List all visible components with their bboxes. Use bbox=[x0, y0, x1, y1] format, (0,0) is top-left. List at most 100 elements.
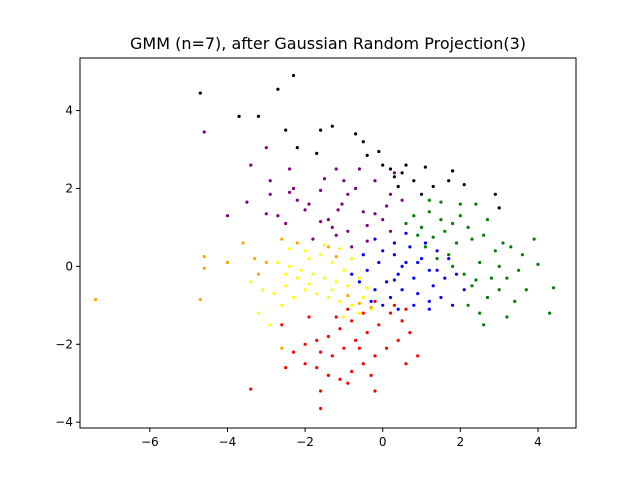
scatter-point bbox=[276, 87, 280, 91]
scatter-point bbox=[319, 253, 323, 257]
scatter-point bbox=[198, 297, 202, 302]
scatter-point bbox=[291, 186, 296, 191]
scatter-point bbox=[396, 307, 400, 311]
scatter-point bbox=[202, 255, 206, 259]
scatter-point bbox=[326, 245, 330, 249]
scatter-point bbox=[388, 229, 393, 233]
scatter-point bbox=[462, 272, 466, 276]
scatter-point bbox=[342, 179, 346, 183]
scatter-point bbox=[295, 241, 299, 245]
scatter-point bbox=[350, 369, 354, 374]
scatter-point bbox=[443, 276, 447, 280]
scatter-point bbox=[369, 373, 373, 377]
scatter-point bbox=[551, 286, 556, 290]
scatter-point bbox=[303, 208, 307, 212]
chart-title: GMM (n=7), after Gaussian Random Project… bbox=[130, 34, 526, 53]
scatter-point bbox=[404, 231, 408, 235]
scatter-point bbox=[202, 266, 206, 270]
scatter-point bbox=[357, 311, 361, 315]
scatter-point bbox=[330, 124, 334, 128]
scatter-point bbox=[369, 305, 373, 309]
scatter-point bbox=[322, 276, 327, 280]
scatter-point bbox=[272, 292, 276, 296]
scatter-point bbox=[280, 323, 284, 327]
scatter-point bbox=[416, 260, 420, 265]
scatter-point bbox=[447, 179, 451, 183]
scatter-point bbox=[485, 218, 490, 222]
scatter-point bbox=[404, 307, 408, 311]
scatter-point bbox=[392, 171, 396, 175]
scatter-point bbox=[517, 268, 521, 272]
scatter-point bbox=[319, 350, 323, 354]
scatter-point bbox=[284, 128, 288, 132]
scatter-point bbox=[385, 280, 389, 284]
scatter-point bbox=[365, 153, 369, 157]
scatter-point bbox=[361, 311, 365, 315]
scatter-point bbox=[427, 299, 431, 303]
scatter-point bbox=[288, 264, 292, 268]
scatter-point bbox=[400, 198, 404, 202]
x-tick-label: −2 bbox=[296, 435, 314, 449]
scatter-point bbox=[346, 307, 350, 311]
scatter-point bbox=[385, 204, 389, 208]
scatter-point bbox=[373, 179, 377, 183]
scatter-point bbox=[416, 233, 420, 237]
scatter-point bbox=[291, 295, 296, 300]
scatter-point bbox=[404, 260, 408, 265]
scatter-point bbox=[319, 220, 323, 224]
scatter-point bbox=[396, 184, 400, 189]
scatter-point bbox=[419, 192, 424, 196]
scatter-point bbox=[241, 241, 245, 245]
scatter-point bbox=[346, 294, 350, 298]
scatter-point bbox=[454, 241, 459, 245]
scatter-point bbox=[322, 243, 327, 247]
scatter-point bbox=[346, 192, 350, 196]
scatter-point bbox=[361, 295, 365, 300]
scatter-point bbox=[466, 303, 470, 307]
scatter-point bbox=[225, 260, 230, 265]
scatter-point bbox=[280, 346, 284, 350]
scatter-point bbox=[381, 249, 385, 253]
scatter-point bbox=[361, 140, 365, 144]
scatter-point bbox=[408, 331, 412, 335]
scatter-point bbox=[536, 262, 540, 266]
scatter-point bbox=[311, 272, 315, 276]
scatter-point bbox=[342, 268, 346, 272]
scatter-point bbox=[288, 190, 292, 194]
scatter-point bbox=[373, 237, 377, 241]
x-axis: −6 −4 −2 0 2 4 bbox=[141, 428, 542, 449]
scatter-point bbox=[330, 225, 334, 229]
scatter-point bbox=[284, 284, 288, 288]
scatter-point bbox=[505, 276, 509, 280]
scatter-point bbox=[373, 299, 377, 303]
scatter-point bbox=[330, 354, 334, 358]
scatter-point bbox=[338, 299, 342, 303]
scatter-point bbox=[291, 73, 296, 78]
scatter-point bbox=[451, 264, 455, 268]
scatter-point bbox=[532, 237, 536, 241]
scatter-point bbox=[369, 299, 373, 303]
scatter-point bbox=[202, 130, 206, 134]
scatter-point bbox=[361, 362, 365, 366]
scatter-point bbox=[377, 149, 381, 154]
scatter-point bbox=[264, 146, 268, 150]
scatter-point bbox=[350, 319, 354, 323]
scatter-point bbox=[346, 381, 350, 385]
scatter-point bbox=[361, 210, 365, 214]
scatter-point bbox=[385, 346, 389, 350]
x-tick-label: −4 bbox=[219, 435, 237, 449]
scatter-point bbox=[334, 167, 338, 171]
scatter-point bbox=[392, 253, 396, 257]
scatter-point bbox=[260, 288, 264, 292]
scatter-point bbox=[412, 303, 416, 307]
scatter-point bbox=[462, 288, 466, 292]
scatter-point bbox=[249, 280, 253, 284]
scatter-point bbox=[431, 284, 435, 288]
scatter-point bbox=[340, 202, 344, 206]
scatter-point bbox=[505, 315, 509, 319]
scatter-point bbox=[365, 286, 369, 290]
scatter-point bbox=[365, 239, 369, 243]
scatter-point bbox=[520, 253, 525, 257]
scatter-point bbox=[334, 280, 338, 284]
scatter-point bbox=[435, 268, 439, 272]
